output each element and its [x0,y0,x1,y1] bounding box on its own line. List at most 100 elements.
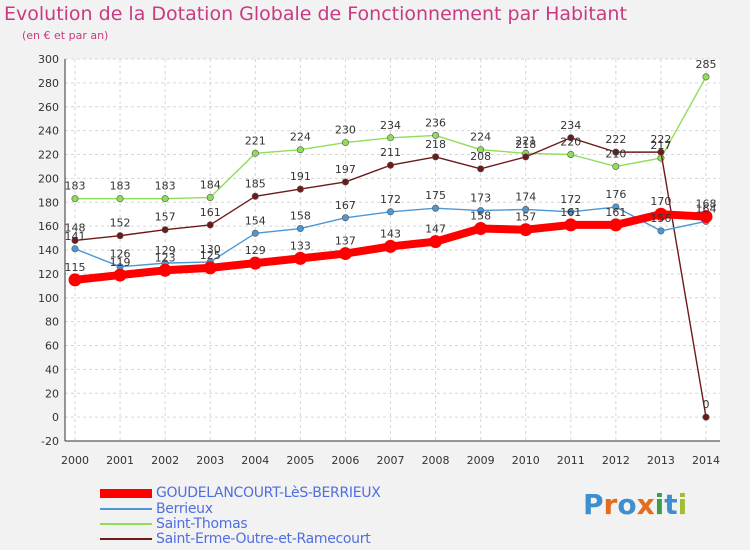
data-point-berrieux [657,227,665,235]
data-label-saint-erme: 208 [470,150,491,163]
y-tick-label: -20 [41,435,59,448]
data-label-goudelancourt: 157 [515,211,536,224]
x-tick-label: 2003 [196,454,224,467]
data-point-goudelancourt [158,263,172,277]
data-label-goudelancourt: 168 [696,198,717,211]
y-tick-label: 0 [52,411,59,424]
legend-swatch-berrieux [100,508,152,510]
data-label-goudelancourt: 123 [155,251,176,264]
legend-item-berrieux: Berrieux [100,501,213,517]
data-point-saint-thomas [567,151,575,159]
x-tick-label: 2007 [377,454,405,467]
logo-letter: i [677,488,688,521]
data-point-goudelancourt [338,247,352,261]
data-point-saint-thomas [341,139,349,147]
data-label-berrieux: 164 [696,202,717,215]
x-tick-label: 2005 [286,454,314,467]
data-label-goudelancourt: 161 [605,206,626,219]
data-point-saint-thomas [296,146,304,154]
y-tick-label: 40 [45,363,59,376]
legend-item-saint-erme: Saint-Erme-Outre-et-Ramecourt [100,531,371,547]
data-label-saint-thomas: 236 [425,116,446,129]
data-point-goudelancourt [429,235,443,249]
y-tick-label: 80 [45,316,59,329]
legend-label-goudelancourt: GOUDELANCOURT-LèS-BERRIEUX [156,485,381,501]
data-point-berrieux [71,245,79,253]
data-label-saint-erme: 218 [425,138,446,151]
x-tick-label: 2011 [557,454,585,467]
data-label-saint-thomas: 234 [380,119,401,132]
x-tick-label: 2008 [422,454,450,467]
logo-letter: x [636,488,655,521]
y-tick-label: 20 [45,387,59,400]
y-tick-label: 100 [38,292,59,305]
data-label-saint-erme: 222 [650,133,671,146]
data-label-saint-erme: 161 [200,206,221,219]
data-label-goudelancourt: 115 [65,261,86,274]
data-label-goudelancourt: 129 [245,244,266,257]
x-tick-label: 2014 [692,454,720,467]
data-point-saint-thomas [612,162,620,170]
data-point-berrieux [251,229,259,237]
data-label-berrieux: 141 [65,230,86,243]
data-label-saint-thomas: 183 [155,180,176,193]
data-point-saint-thomas [116,195,124,203]
legend-label-berrieux: Berrieux [156,501,213,517]
logo-letter: o [617,488,637,521]
y-tick-label: 200 [38,172,59,185]
data-label-goudelancourt: 161 [560,206,581,219]
data-label-saint-thomas: 230 [335,124,356,137]
data-point-goudelancourt [564,218,578,232]
data-point-saint-erme [161,226,169,234]
data-label-saint-erme: 211 [380,146,401,159]
data-point-goudelancourt [293,251,307,265]
data-label-goudelancourt: 143 [380,227,401,240]
data-label-berrieux: 172 [560,193,581,206]
data-point-berrieux [612,203,620,211]
data-label-saint-thomas: 220 [560,136,581,149]
data-label-saint-erme: 197 [335,163,356,176]
data-label-goudelancourt: 158 [470,210,491,223]
data-label-saint-thomas: 184 [200,178,221,191]
data-point-berrieux [341,214,349,222]
data-point-goudelancourt [68,273,82,287]
x-tick-label: 2012 [602,454,630,467]
y-tick-label: 160 [38,220,59,233]
data-point-goudelancourt [699,210,713,224]
data-point-goudelancourt [609,218,623,232]
chart-title: Evolution de la Dotation Globale de Fonc… [4,3,627,25]
data-point-saint-erme [341,178,349,186]
data-point-saint-erme [116,232,124,240]
x-tick-label: 2001 [106,454,134,467]
legend-swatch-saint-thomas [100,523,152,525]
data-label-saint-erme: 218 [515,138,536,151]
data-point-saint-erme [477,165,485,173]
data-point-goudelancourt [248,256,262,270]
y-tick-label: 140 [38,244,59,257]
data-point-goudelancourt [519,223,533,237]
data-point-saint-erme [657,148,665,156]
data-point-goudelancourt [474,222,488,236]
data-point-berrieux [477,207,485,215]
logo-letter: t [664,488,678,521]
data-label-saint-erme: 0 [703,398,710,411]
logo-letter: r [603,488,618,521]
legend-label-saint-erme: Saint-Erme-Outre-et-Ramecourt [156,531,371,547]
y-tick-label: 220 [38,149,59,162]
y-tick-label: 300 [38,53,59,66]
data-label-saint-thomas: 285 [696,58,717,71]
data-label-saint-thomas: 224 [290,131,311,144]
data-label-berrieux: 130 [200,243,221,256]
data-point-saint-erme [206,221,214,229]
data-label-berrieux: 167 [335,199,356,212]
data-point-saint-thomas [251,149,259,157]
data-label-berrieux: 176 [605,188,626,201]
data-point-saint-erme [702,413,710,421]
data-label-goudelancourt: 137 [335,235,356,248]
data-point-saint-thomas [71,195,79,203]
data-label-berrieux: 154 [245,214,266,227]
data-label-berrieux: 129 [155,244,176,257]
data-label-berrieux: 172 [380,193,401,206]
data-point-saint-thomas [206,193,214,201]
data-point-berrieux [567,208,575,216]
